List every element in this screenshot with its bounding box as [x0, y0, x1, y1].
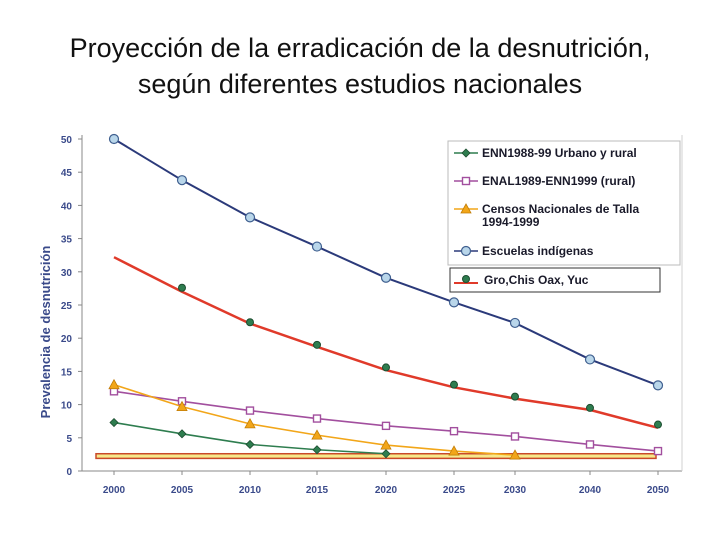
x-tick-label: 2010: [239, 485, 262, 496]
series-1: [109, 417, 391, 459]
y-tick-label: 0: [66, 467, 72, 478]
data-point: [511, 392, 519, 401]
x-tick-label: 2040: [579, 485, 602, 496]
y-tick-label: 10: [61, 401, 73, 412]
data-point: [246, 318, 254, 327]
data-point: [108, 133, 120, 145]
y-tick-label: 35: [61, 235, 73, 246]
series-3: [108, 378, 521, 460]
y-tick-label: 15: [61, 367, 73, 378]
y-tick-label: 30: [61, 268, 73, 279]
y-tick-label: 25: [61, 301, 73, 312]
data-point: [244, 212, 256, 223]
legend: ENN1988-99 Urbano y rural ENAL1989-ENN199…: [447, 140, 681, 293]
data-point: [178, 283, 186, 292]
data-point: [245, 406, 255, 415]
data-point: [381, 449, 391, 459]
data-point: [176, 400, 188, 411]
legend-box: [447, 140, 681, 266]
data-point: [652, 380, 664, 391]
data-point: [312, 414, 322, 423]
x-tick-label: 2050: [647, 485, 670, 496]
data-point: [311, 241, 323, 252]
data-point: [654, 420, 662, 429]
data-point: [245, 439, 255, 450]
data-point: [461, 148, 471, 158]
legend-label: Escuelas indígenas: [482, 244, 594, 258]
x-tick-label: 2005: [171, 485, 194, 496]
data-point: [380, 439, 392, 450]
data-point: [109, 417, 119, 428]
y-tick-label: 20: [61, 334, 73, 345]
data-point: [448, 297, 460, 308]
legend-label-line2: 1994-1999: [482, 215, 540, 229]
x-tick-label: 2020: [375, 485, 398, 496]
legend-box-5: [449, 267, 661, 293]
page-title: Proyección de la erradicación de la desn…: [20, 30, 700, 102]
y-axis-label: Prevalencia de desnutrición: [38, 246, 53, 419]
data-point: [108, 378, 120, 390]
data-point: [313, 340, 321, 349]
data-point: [653, 446, 663, 456]
legend-label: Censos Nacionales de Talla: [482, 202, 639, 216]
x-tick-label: 2000: [103, 485, 126, 496]
legend-label: Gro,Chis Oax, Yuc: [484, 273, 589, 287]
legend-label: ENAL1989-ENN1999 (rural): [482, 174, 635, 188]
data-point: [509, 317, 521, 329]
data-point: [380, 272, 392, 283]
data-point: [381, 421, 391, 431]
y-tick-label: 50: [61, 135, 73, 146]
data-point: [461, 176, 471, 186]
data-point: [460, 245, 472, 257]
legend-label: ENN1988-99 Urbano y rural: [482, 146, 637, 160]
x-tick-label: 2030: [504, 485, 527, 496]
data-point: [585, 440, 595, 449]
y-tick-label: 40: [61, 201, 73, 212]
y-tick-label: 45: [61, 168, 73, 179]
data-point: [448, 445, 460, 456]
title-line-2: según diferentes estudios nacionales: [137, 69, 583, 99]
data-point: [176, 175, 188, 186]
data-point: [311, 429, 323, 440]
series-5: [178, 283, 662, 429]
data-point: [382, 363, 390, 372]
chart: Prevalencia de desnutrición 051015202530…: [38, 133, 683, 496]
data-point: [449, 426, 459, 436]
data-point: [244, 418, 256, 429]
data-point: [462, 275, 470, 283]
data-point: [510, 432, 520, 441]
eradication-band: [95, 452, 657, 460]
data-point: [460, 203, 472, 214]
title-line-1: Proyección de la erradicación de la desn…: [69, 33, 651, 63]
x-tick-label: 2025: [443, 485, 466, 496]
data-point: [586, 403, 594, 412]
data-point: [509, 449, 521, 460]
x-tick-label: 2015: [306, 485, 329, 496]
data-point: [177, 429, 187, 439]
data-point: [312, 445, 322, 455]
data-point: [584, 354, 596, 365]
data-point: [450, 380, 458, 389]
series-4: [108, 133, 664, 391]
y-tick-label: 5: [66, 434, 72, 445]
